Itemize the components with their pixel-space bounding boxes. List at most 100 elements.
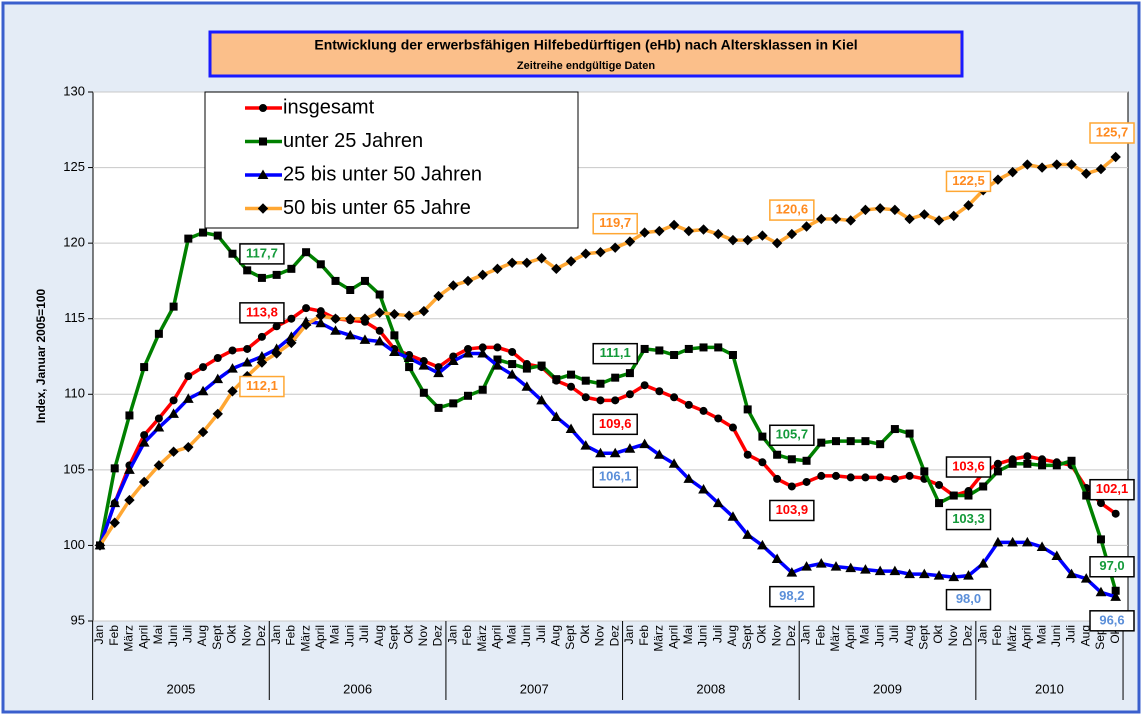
marker (889, 204, 901, 216)
x-tick-label: Okt (578, 624, 592, 643)
marker (331, 276, 340, 285)
marker (330, 325, 341, 335)
x-tick-label: Dez (254, 625, 268, 646)
y-tick-label: 125 (63, 159, 85, 174)
marker (1080, 573, 1092, 583)
marker (830, 561, 842, 571)
marker (550, 411, 562, 421)
marker (199, 363, 208, 372)
marker (1096, 535, 1105, 544)
marker (920, 467, 929, 476)
data-label: 103,6 (952, 458, 985, 473)
marker (228, 249, 237, 258)
marker (993, 459, 1002, 468)
marker (874, 203, 886, 214)
marker (654, 449, 665, 459)
marker (670, 393, 679, 402)
marker (256, 357, 268, 368)
marker (655, 387, 664, 396)
marker (904, 568, 915, 579)
marker (580, 248, 591, 259)
marker (728, 423, 737, 432)
marker (1096, 499, 1105, 508)
marker (551, 263, 562, 275)
marker (199, 228, 208, 237)
x-tick-label: Mai (681, 625, 695, 644)
marker (727, 234, 739, 246)
marker (639, 438, 650, 449)
marker (801, 221, 812, 232)
marker (935, 499, 944, 508)
x-tick-label: Dez (607, 625, 621, 646)
marker (536, 394, 547, 405)
marker (698, 224, 709, 235)
marker (949, 491, 958, 500)
marker (964, 491, 973, 500)
x-tick-label: Aug (548, 625, 562, 646)
marker (433, 290, 444, 302)
year-label: 2006 (343, 681, 372, 696)
data-label-box (945, 456, 992, 478)
marker (257, 332, 266, 341)
marker (816, 213, 827, 225)
x-tick-label: Jan (799, 625, 813, 644)
marker (1023, 452, 1032, 461)
x-tick-label: Mai (151, 625, 165, 644)
x-tick-label: April (313, 625, 327, 649)
marker (257, 203, 269, 214)
marker (596, 379, 605, 388)
marker (243, 266, 252, 275)
marker (259, 104, 267, 112)
marker (963, 200, 974, 211)
x-tick-label: April (666, 625, 680, 649)
marker (227, 363, 238, 373)
marker (773, 474, 782, 483)
marker (683, 225, 695, 237)
marker (1095, 163, 1107, 175)
x-tick-label: Juli (534, 625, 548, 643)
data-label-box (945, 588, 992, 611)
legend: insgesamt unter 25 Jahren 25 bis unter 50 … (204, 91, 579, 229)
marker (595, 447, 606, 458)
marker (567, 382, 576, 391)
marker (979, 482, 988, 491)
x-tick-label: Nov (416, 625, 430, 646)
marker (609, 242, 621, 253)
marker (315, 310, 327, 321)
x-tick-label: Sept (210, 624, 224, 649)
x-tick-label: Feb (637, 625, 651, 646)
marker (109, 517, 120, 528)
marker (698, 483, 709, 494)
marker (184, 234, 193, 243)
marker (1110, 151, 1121, 163)
x-tick-label: Nov (946, 625, 960, 646)
data-label: 103,3 (952, 511, 985, 526)
marker (714, 414, 723, 423)
marker (639, 227, 650, 238)
marker (640, 381, 649, 390)
marker (94, 540, 106, 551)
marker (168, 408, 179, 418)
marker (522, 364, 531, 373)
year-label: 2007 (520, 681, 549, 696)
x-tick-label: April (136, 625, 150, 649)
x-tick-label: Juli (710, 625, 724, 643)
marker (683, 473, 695, 483)
x-tick-label: Dez (431, 625, 445, 646)
marker (506, 369, 518, 379)
marker (433, 367, 444, 378)
x-tick-label: Feb (813, 625, 827, 646)
marker (506, 257, 518, 268)
marker (567, 370, 576, 379)
marker (124, 494, 135, 506)
marker (536, 253, 547, 264)
data-label: 113,8 (246, 304, 278, 319)
x-tick-label: April (1020, 625, 1034, 649)
x-tick-label: März (475, 625, 489, 652)
marker (109, 497, 121, 508)
x-tick-label: Feb (284, 625, 298, 646)
marker (302, 248, 311, 257)
marker (595, 247, 606, 258)
x-tick-label: Sept (563, 624, 577, 649)
